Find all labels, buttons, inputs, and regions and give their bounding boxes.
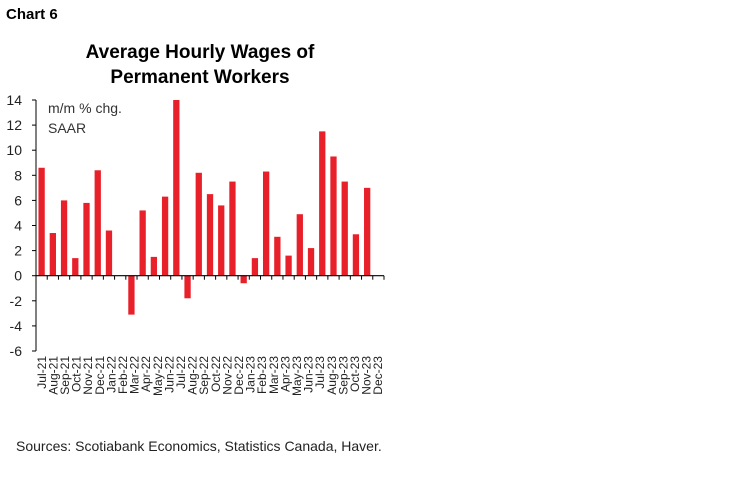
bar <box>128 275 135 315</box>
bar <box>49 233 56 276</box>
x-tick-label: Mar-22 <box>128 356 142 394</box>
bar <box>229 181 236 276</box>
bar <box>83 202 90 276</box>
x-tick-label: Sep-22 <box>197 356 211 395</box>
x-tick-label: Apr-22 <box>139 356 153 392</box>
chart-title-line-1: Average Hourly Wages of <box>85 42 315 63</box>
bar <box>251 258 259 276</box>
bar <box>262 171 270 276</box>
x-tick-label: May-22 <box>151 356 165 396</box>
x-tick-label: Feb-22 <box>116 356 130 394</box>
bar <box>330 156 337 276</box>
x-tick-label: Jul-23 <box>313 356 327 389</box>
y-tick-label: 14 <box>6 92 22 108</box>
y-tick-label: 2 <box>14 243 22 259</box>
x-tick-label: Dec-23 <box>371 356 385 395</box>
x-tick-label: Feb-23 <box>255 356 269 394</box>
x-axis: Jul-21Aug-21Sep-21Oct-21Nov-21Dec-21Jan-… <box>35 275 385 396</box>
bar <box>218 205 225 276</box>
chart-title-line-2: Permanent Workers <box>110 67 290 88</box>
x-tick-label: Nov-22 <box>220 356 234 395</box>
chart-number: Chart 6 <box>6 6 58 23</box>
x-tick-label: Jan-22 <box>104 356 118 393</box>
x-tick-label: Nov-23 <box>360 356 374 395</box>
bar <box>38 167 45 276</box>
y-tick-label: 4 <box>14 218 22 234</box>
bar <box>173 100 180 276</box>
x-tick-label: Apr-23 <box>278 356 292 392</box>
bar <box>307 248 315 276</box>
bar <box>60 200 68 276</box>
y-tick-label: 6 <box>14 192 22 208</box>
y-tick-label: 10 <box>6 142 22 158</box>
bar <box>352 234 360 276</box>
bar <box>240 275 247 284</box>
x-tick-label: Dec-21 <box>93 356 107 395</box>
chart-title: Average Hourly Wages of Permanent Worker… <box>40 40 360 90</box>
bar <box>285 255 292 276</box>
bars <box>38 100 371 315</box>
bar <box>206 194 214 276</box>
x-tick-label: Sep-23 <box>336 356 350 395</box>
y-tick-label: -6 <box>10 343 23 359</box>
x-tick-label: Oct-23 <box>348 356 362 392</box>
bar <box>195 172 202 276</box>
x-tick-label: Aug-21 <box>46 356 60 395</box>
x-tick-label: Jul-21 <box>35 356 49 389</box>
bar <box>184 275 191 299</box>
bar <box>94 170 101 276</box>
x-tick-label: Aug-23 <box>325 356 339 395</box>
bar <box>364 187 371 276</box>
bar <box>319 131 326 276</box>
bar <box>341 181 348 276</box>
x-tick-label: Oct-22 <box>209 356 223 392</box>
x-tick-label: May-23 <box>290 356 304 396</box>
bar <box>150 256 158 276</box>
x-tick-label: Dec-22 <box>232 356 246 395</box>
x-tick-label: Jun-23 <box>302 356 316 393</box>
x-tick-label: Mar-23 <box>267 356 281 394</box>
annotation-units: m/m % chg. <box>48 100 122 116</box>
bar <box>274 236 281 276</box>
y-tick-label: -2 <box>10 293 23 309</box>
source-note: Sources: Scotiabank Economics, Statistic… <box>16 438 382 454</box>
x-tick-label: Aug-22 <box>186 356 200 395</box>
y-tick-label: 8 <box>14 167 22 183</box>
x-tick-label: Nov-21 <box>81 356 95 395</box>
bar <box>139 210 146 276</box>
x-tick-label: Jul-22 <box>174 356 188 389</box>
x-tick-label: Jan-23 <box>244 356 258 393</box>
bar <box>72 258 79 276</box>
x-tick-label: Sep-21 <box>58 356 72 395</box>
y-tick-label: -4 <box>10 318 23 334</box>
x-tick-label: Jun-22 <box>162 356 176 393</box>
bar <box>161 196 169 276</box>
x-tick-label: Oct-21 <box>70 356 84 392</box>
y-tick-label: 12 <box>6 117 22 133</box>
bar <box>105 230 113 276</box>
annotation-saar: SAAR <box>48 120 86 136</box>
y-tick-label: 0 <box>14 268 22 284</box>
bar <box>296 214 303 276</box>
y-axis: -6 -4 -2 0 2 4 6 8 10 12 14 <box>6 92 37 359</box>
